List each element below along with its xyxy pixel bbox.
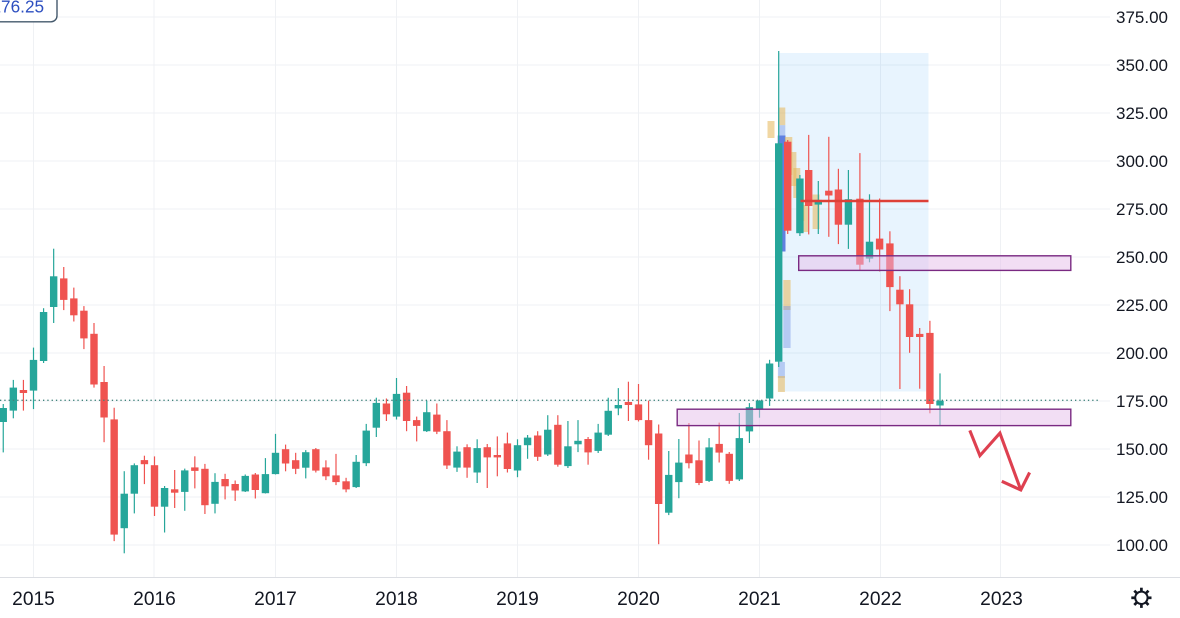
svg-text:200.00: 200.00 [1116,344,1168,363]
svg-text:275.00: 275.00 [1116,200,1168,219]
svg-text:2015: 2015 [12,589,55,610]
svg-text:150.00: 150.00 [1116,440,1168,459]
svg-text:2023: 2023 [980,589,1023,610]
svg-text:2019: 2019 [496,589,539,610]
svg-text:2018: 2018 [375,589,418,610]
svg-text:225.00: 225.00 [1116,296,1168,315]
svg-text:300.00: 300.00 [1116,152,1168,171]
svg-text:375.00: 375.00 [1116,8,1168,27]
svg-text:176.25: 176.25 [0,0,44,17]
svg-text:2021: 2021 [738,589,781,610]
svg-text:250.00: 250.00 [1116,248,1168,267]
svg-text:100.00: 100.00 [1116,536,1168,555]
svg-text:2020: 2020 [617,589,660,610]
svg-text:2022: 2022 [859,589,902,610]
svg-text:175.00: 175.00 [1116,392,1168,411]
svg-text:2016: 2016 [133,589,176,610]
svg-text:325.00: 325.00 [1116,104,1168,123]
svg-text:125.00: 125.00 [1116,488,1168,507]
svg-text:2017: 2017 [254,589,297,610]
svg-text:350.00: 350.00 [1116,56,1168,75]
